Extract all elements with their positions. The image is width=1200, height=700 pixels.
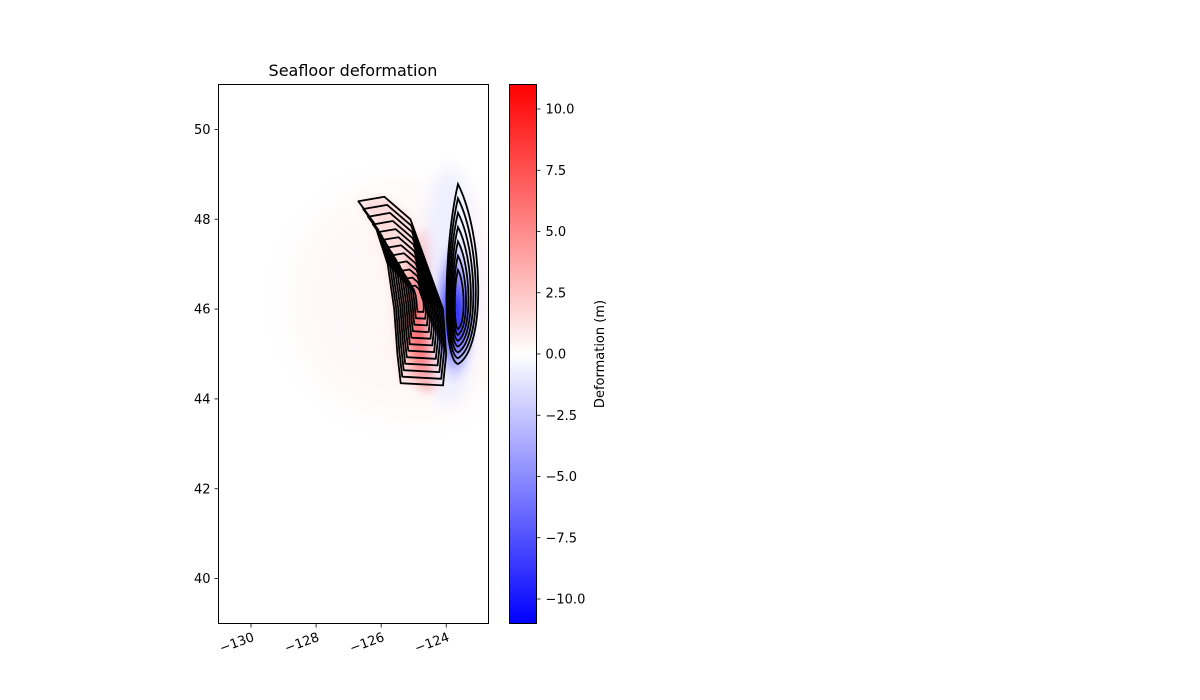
uplift-contour [381, 236, 437, 353]
uplift-contour [410, 284, 425, 313]
uplift-contour [401, 268, 429, 327]
uplift-contour [386, 244, 435, 347]
y-tick-label: 48 [194, 213, 211, 228]
subsidence-contour [453, 267, 465, 331]
x-tick-label: −124 [413, 630, 452, 656]
colorbar-tick-label: −5.0 [546, 470, 578, 485]
uplift-contour [405, 276, 427, 320]
x-tick-label: −128 [283, 630, 322, 656]
axes-frame [218, 84, 489, 624]
uplift-contour [376, 228, 439, 360]
subsidence-contour [452, 253, 467, 336]
colorbar-tick-label: 0.0 [546, 348, 567, 363]
subsidence-contour [451, 238, 470, 342]
y-tick-label: 40 [194, 572, 211, 587]
chart-title: Seafloor deformation [269, 61, 438, 80]
subsidence-contour [445, 181, 480, 366]
uplift-contour [391, 252, 433, 340]
y-tick-label: 50 [194, 123, 211, 138]
subsidence-contour [446, 195, 477, 360]
x-tick-label: −130 [218, 630, 257, 656]
uplift-contour [367, 212, 443, 373]
plot-area [218, 84, 489, 624]
colorbar-label: Deformation (m) [593, 300, 608, 408]
uplift-contour [362, 204, 446, 380]
colorbar-tick-label: 7.5 [546, 164, 567, 179]
colorbar-ticks: 10.0 7.5 5.0 2.5 0.0 −2.5 −5.0 −7.5 −10.0 [536, 103, 586, 608]
colorbar-tick-label: −2.5 [546, 409, 578, 424]
uplift-contour [357, 195, 448, 387]
uplift-contour [396, 260, 431, 333]
contour-lines [357, 181, 480, 387]
colorbar [509, 84, 537, 624]
y-tick-label: 44 [194, 392, 211, 407]
colorbar-tick-label: 5.0 [546, 225, 567, 240]
uplift-contour [372, 220, 441, 367]
y-tick-label: 42 [194, 482, 211, 497]
colorbar-tick-label: −10.0 [546, 593, 586, 608]
colorbar-tick-label: −7.5 [546, 531, 578, 546]
subsidence-contour [449, 224, 472, 348]
subsidence-contour [448, 210, 475, 354]
x-tick-label: −126 [348, 630, 387, 656]
colorbar-tick-label: 2.5 [546, 286, 567, 301]
x-axis: −130 −128 −126 −124 [218, 623, 452, 656]
y-tick-label: 46 [194, 303, 211, 318]
colorbar-tick-label: 10.0 [546, 103, 575, 118]
y-axis: 40 42 44 46 48 50 [194, 123, 219, 587]
